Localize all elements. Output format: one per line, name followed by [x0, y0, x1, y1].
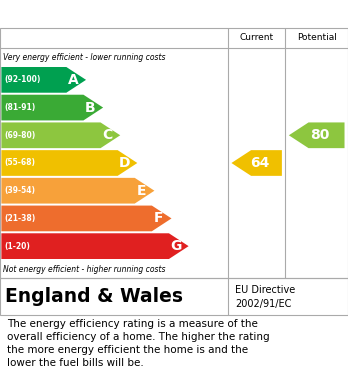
- Polygon shape: [1, 122, 120, 148]
- Text: England & Wales: England & Wales: [5, 287, 183, 306]
- Text: Very energy efficient - lower running costs: Very energy efficient - lower running co…: [3, 52, 166, 61]
- Text: 64: 64: [250, 156, 269, 170]
- Text: E: E: [137, 184, 147, 198]
- Text: C: C: [102, 128, 112, 142]
- Text: (69-80): (69-80): [5, 131, 36, 140]
- Text: F: F: [154, 212, 164, 226]
- Text: (1-20): (1-20): [5, 242, 31, 251]
- Text: B: B: [85, 100, 96, 115]
- Text: G: G: [170, 239, 182, 253]
- Polygon shape: [1, 67, 86, 93]
- Polygon shape: [1, 95, 103, 120]
- Polygon shape: [231, 150, 282, 176]
- Text: EU Directive: EU Directive: [235, 285, 295, 295]
- Polygon shape: [289, 122, 345, 148]
- Text: (39-54): (39-54): [5, 186, 36, 195]
- Text: Not energy efficient - higher running costs: Not energy efficient - higher running co…: [3, 264, 166, 273]
- Text: A: A: [68, 73, 79, 87]
- Text: The energy efficiency rating is a measure of the
overall efficiency of a home. T: The energy efficiency rating is a measur…: [7, 319, 270, 368]
- Text: (55-68): (55-68): [5, 158, 36, 167]
- Text: (81-91): (81-91): [5, 103, 36, 112]
- Text: 80: 80: [310, 128, 329, 142]
- Polygon shape: [1, 206, 172, 231]
- Text: 2002/91/EC: 2002/91/EC: [235, 299, 291, 309]
- Text: Current: Current: [239, 34, 274, 43]
- Text: D: D: [119, 156, 130, 170]
- Text: Energy Efficiency Rating: Energy Efficiency Rating: [69, 7, 279, 22]
- Polygon shape: [1, 178, 155, 204]
- Text: Potential: Potential: [297, 34, 337, 43]
- Text: (92-100): (92-100): [5, 75, 41, 84]
- Polygon shape: [1, 150, 137, 176]
- Polygon shape: [1, 233, 189, 259]
- Text: (21-38): (21-38): [5, 214, 36, 223]
